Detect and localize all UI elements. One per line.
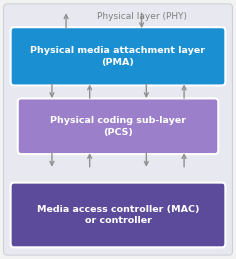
Text: Physical media attachment layer
(PMA): Physical media attachment layer (PMA) xyxy=(30,46,206,67)
Text: Media access controller (MAC)
or controller: Media access controller (MAC) or control… xyxy=(37,205,199,225)
FancyBboxPatch shape xyxy=(4,4,232,255)
FancyBboxPatch shape xyxy=(18,98,218,154)
FancyBboxPatch shape xyxy=(11,27,225,85)
FancyBboxPatch shape xyxy=(11,183,225,247)
Text: Physical coding sub-layer
(PCS): Physical coding sub-layer (PCS) xyxy=(50,116,186,137)
Text: Physical layer (PHY): Physical layer (PHY) xyxy=(97,12,187,21)
